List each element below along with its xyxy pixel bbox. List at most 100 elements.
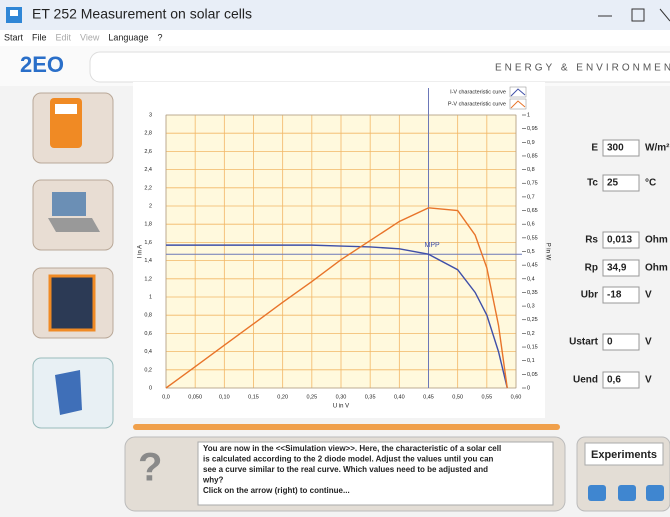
message-line: Click on the arrow (right) to continue..… (203, 486, 350, 495)
maximize[interactable] (631, 8, 645, 22)
cell-icon (48, 274, 96, 332)
x-tick-label: 0,35 (365, 394, 376, 400)
x-tick-label: 0,10 (219, 394, 230, 400)
legend-swatch (510, 88, 526, 97)
x-tick-label: 0,050 (188, 394, 202, 400)
reset-arrow[interactable] (618, 485, 636, 501)
close[interactable] (659, 8, 670, 22)
param-unit: Ohm (645, 263, 668, 274)
meter-screen (55, 104, 77, 114)
menu-item[interactable]: Start (4, 32, 24, 42)
message-line: is calculated according to the 2 diode m… (203, 455, 494, 464)
param-unit: W/m² (645, 143, 670, 154)
menu-item[interactable]: Edit (56, 32, 72, 42)
y-tick-label: 1,2 (144, 276, 152, 282)
y2-tick-label: 0,15 (527, 345, 538, 351)
y2-tick-label: 0,5 (527, 249, 535, 255)
y-tick-label: 0 (149, 385, 152, 391)
param-label: E (591, 143, 598, 154)
param-input[interactable] (602, 139, 640, 157)
param-input[interactable] (602, 231, 640, 249)
y2-tick-label: 0,65 (527, 208, 538, 214)
experiments-button[interactable] (584, 442, 664, 466)
param-value[interactable]: 300 (607, 143, 624, 154)
y2-tick-label: 0,45 (527, 263, 538, 269)
app-icon-inner (10, 10, 18, 16)
param-unit: Ohm (645, 235, 668, 246)
menu-item[interactable]: File (32, 32, 47, 42)
x-tick-label: 0,60 (511, 394, 522, 400)
y-tick-label: 1,6 (144, 240, 152, 246)
menu-item[interactable]: Language (108, 32, 148, 42)
param-label: Ustart (569, 337, 599, 348)
laptop-base (48, 218, 100, 232)
help-icon: ? (138, 446, 162, 490)
param-value[interactable]: 34,9 (607, 263, 627, 274)
y2-tick-label: 0,75 (527, 181, 538, 187)
y2-axis-label: P in W (544, 243, 550, 261)
x-tick-label: 0,15 (248, 394, 259, 400)
y-tick-label: 0,2 (144, 367, 152, 373)
progress-bar (133, 424, 560, 430)
y-tick-label: 2,2 (144, 185, 152, 191)
param-value[interactable]: 0,013 (607, 235, 632, 246)
param-unit: V (645, 375, 652, 386)
legend-label: P-V characteristic curve (448, 101, 506, 107)
x-tick-label: 0,55 (481, 394, 492, 400)
y-tick-label: 1 (149, 294, 152, 300)
y2-tick-label: 0,85 (527, 153, 538, 159)
param-input[interactable] (602, 333, 640, 351)
sim-icon (55, 370, 82, 415)
next-arrow[interactable] (646, 485, 664, 501)
param-input[interactable] (602, 371, 640, 389)
y2-tick-label: 1 (527, 112, 530, 118)
y-axis-label: I in A (138, 245, 144, 258)
mpp-label: MPP (425, 242, 441, 249)
y2-tick-label: 0,55 (527, 235, 538, 241)
y-tick-label: 2,8 (144, 131, 152, 137)
param-label: Tc (587, 178, 598, 189)
param-input[interactable] (602, 286, 640, 304)
y2-tick-label: 0,35 (527, 290, 538, 296)
message-box (197, 441, 554, 506)
y2-tick-label: 0,8 (527, 167, 535, 173)
y2-tick-label: 0,1 (527, 358, 535, 364)
y2-tick-label: 0,95 (527, 126, 538, 132)
title-bar (0, 0, 670, 30)
y-tick-label: 2,6 (144, 149, 152, 155)
y2-tick-label: 0,2 (527, 331, 535, 337)
menu-item[interactable]: View (80, 32, 100, 42)
window-title: ET 252 Measurement on solar cells (32, 6, 252, 22)
x-tick-label: 0,0 (162, 394, 170, 400)
y-tick-label: 0,8 (144, 313, 152, 319)
param-value[interactable]: -18 (607, 290, 622, 301)
y-tick-label: 1,4 (144, 258, 152, 264)
x-axis-label: U in V (333, 404, 349, 410)
tagline: ENERGY & ENVIRONMENT (495, 63, 670, 74)
menu-item[interactable]: ? (157, 32, 162, 42)
series-line (166, 244, 508, 389)
param-value[interactable]: 0,6 (607, 375, 621, 386)
y2-tick-label: 0,25 (527, 317, 538, 323)
y2-tick-label: 0,4 (527, 276, 535, 282)
param-value[interactable]: 25 (607, 178, 619, 189)
param-unit: V (645, 290, 652, 301)
y2-tick-label: 0,6 (527, 222, 535, 228)
y-tick-label: 2,4 (144, 167, 152, 173)
y-tick-label: 3 (149, 112, 152, 118)
experiments-label[interactable]: Experiments (591, 449, 657, 461)
side-buttons (32, 92, 114, 429)
series-line (165, 207, 508, 389)
y2-tick-label: 0 (527, 385, 530, 391)
x-tick-label: 0,20 (277, 394, 288, 400)
plot-frame (165, 114, 517, 389)
param-value[interactable]: 0 (607, 337, 613, 348)
y2-tick-label: 0,3 (527, 304, 535, 310)
back-arrow[interactable] (588, 485, 606, 501)
y2-tick-label: 0,7 (527, 194, 535, 200)
param-input[interactable] (602, 259, 640, 277)
legend-box (509, 98, 527, 110)
menu-bar (0, 30, 670, 46)
param-input[interactable] (602, 174, 640, 192)
